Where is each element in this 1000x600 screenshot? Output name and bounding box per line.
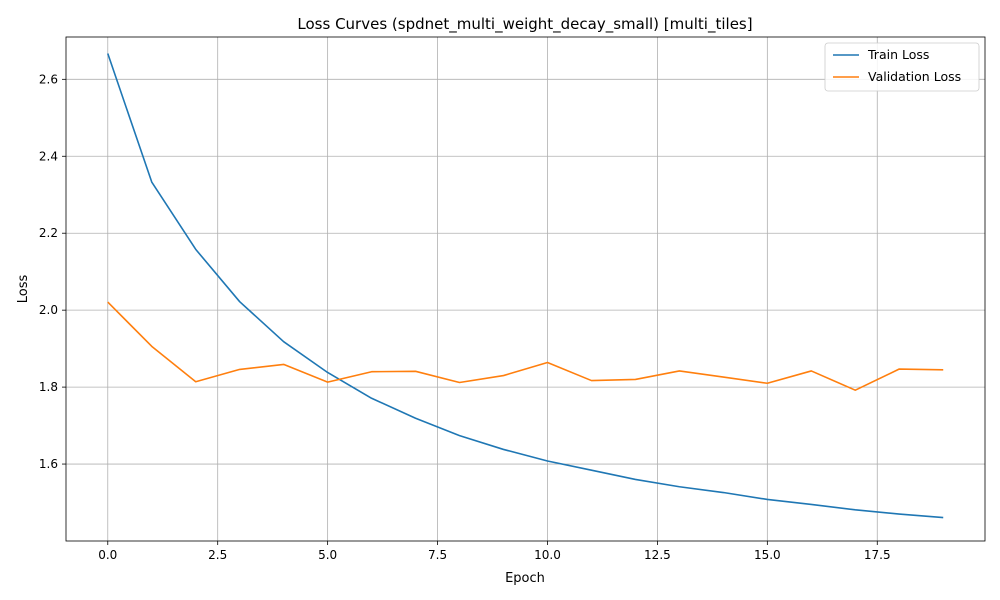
legend-label-train-loss: Train Loss xyxy=(867,47,929,62)
chart-title: Loss Curves (spdnet_multi_weight_decay_s… xyxy=(297,15,752,34)
legend-label-validation-loss: Validation Loss xyxy=(868,69,961,84)
x-tick-label: 7.5 xyxy=(428,548,447,562)
y-tick-label: 2.0 xyxy=(39,303,58,317)
validation-loss-line xyxy=(107,301,944,391)
legend-box xyxy=(824,42,980,92)
x-tick-label: 15.0 xyxy=(754,548,781,562)
series-lines xyxy=(107,53,944,519)
axis-ticks: 0.0 2.5 5.0 7.5 10.0 12.5 15.0 17.5 1.6 1.8 2.0 2.2… xyxy=(39,72,891,562)
y-tick-label: 1.8 xyxy=(39,380,58,394)
plot-area-frame xyxy=(65,36,986,542)
y-axis-title: Loss xyxy=(16,275,31,304)
x-tick-label: 12.5 xyxy=(644,548,671,562)
grid xyxy=(66,37,985,541)
x-axis-title: Epoch xyxy=(505,571,545,586)
legend: Train Loss Validation Loss xyxy=(824,42,980,92)
x-tick-label: 0.0 xyxy=(98,548,117,562)
x-tick-label: 17.5 xyxy=(864,548,891,562)
x-tick-label: 10.0 xyxy=(534,548,561,562)
y-tick-label: 2.2 xyxy=(39,226,58,240)
x-tick-label: 2.5 xyxy=(208,548,227,562)
y-tick-label: 2.4 xyxy=(39,149,58,163)
train-loss-line xyxy=(107,53,944,519)
y-tick-label: 1.6 xyxy=(39,457,58,471)
y-tick-label: 2.6 xyxy=(39,72,58,86)
x-tick-label: 5.0 xyxy=(318,548,337,562)
